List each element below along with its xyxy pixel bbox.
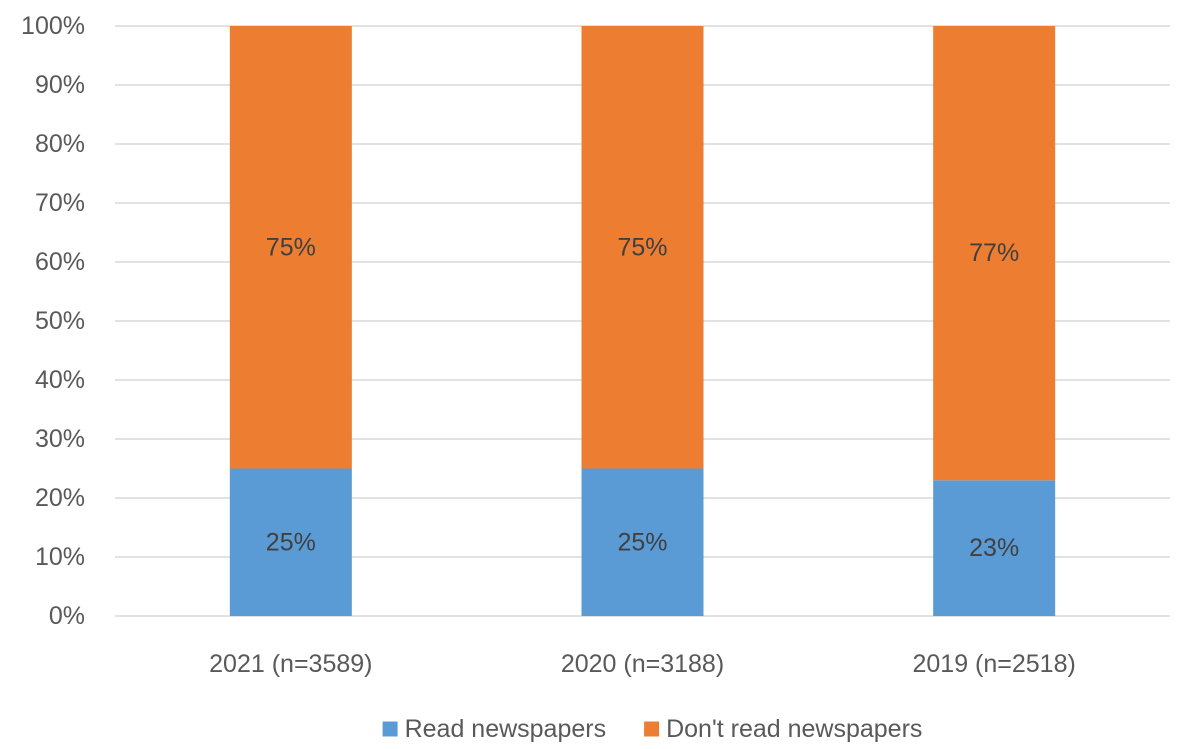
- legend-label: Read newspapers: [405, 715, 607, 743]
- y-tick-label: 0%: [49, 602, 85, 630]
- data-label: 25%: [617, 528, 667, 556]
- y-tick-label: 80%: [35, 130, 85, 158]
- data-label: 23%: [969, 534, 1019, 562]
- data-label: 25%: [266, 528, 316, 556]
- x-axis-category-labels: 2021 (n=3589) 2020 (n=3188) 2019 (n=2518): [209, 650, 1076, 678]
- legend-swatch: [644, 721, 660, 737]
- y-tick-label: 90%: [35, 71, 85, 99]
- y-axis-tick-labels: 0% 10% 20% 30% 40% 50% 60% 70% 80% 90% 100%: [21, 12, 85, 630]
- y-tick-label: 70%: [35, 189, 85, 217]
- bar-segment-read: [581, 468, 704, 616]
- bar-segment-dont-read: [581, 26, 704, 469]
- data-label: 77%: [969, 239, 1019, 267]
- legend-swatch: [382, 721, 398, 737]
- bars: [229, 26, 1056, 616]
- data-label: 75%: [617, 233, 667, 261]
- y-tick-label: 50%: [35, 307, 85, 335]
- legend: Read newspapers Don't read newspapers: [382, 715, 922, 743]
- y-tick-label: 100%: [21, 12, 85, 40]
- bar-segment-read: [229, 468, 352, 616]
- bar-segment-read: [933, 480, 1056, 616]
- y-tick-label: 30%: [35, 425, 85, 453]
- x-category-label: 2019 (n=2518): [912, 650, 1075, 678]
- y-tick-label: 60%: [35, 248, 85, 276]
- y-tick-label: 10%: [35, 543, 85, 571]
- x-category-label: 2020 (n=3188): [561, 650, 724, 678]
- data-labels: 25% 75% 25% 75% 23% 77%: [266, 233, 1019, 562]
- data-label: 75%: [266, 233, 316, 261]
- x-category-label: 2021 (n=3589): [209, 650, 372, 678]
- bar-segment-dont-read: [933, 26, 1056, 481]
- legend-label: Don't read newspapers: [666, 715, 922, 743]
- y-tick-label: 40%: [35, 366, 85, 394]
- y-tick-label: 20%: [35, 484, 85, 512]
- bar-segment-dont-read: [229, 26, 352, 469]
